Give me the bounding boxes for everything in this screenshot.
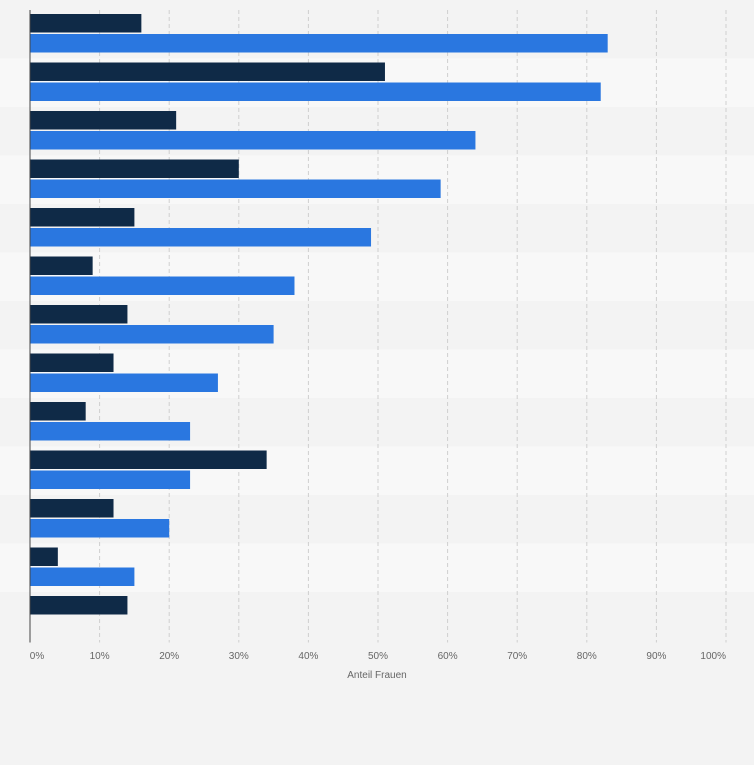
bar (30, 567, 135, 586)
bar (30, 422, 191, 441)
bar (30, 276, 295, 295)
x-tick-labels: 0% 10% 20% 30% 40% 50% 60% 70% 80% 90% 100% (30, 651, 726, 662)
bar (30, 82, 601, 101)
x-tick-label: 20% (159, 651, 179, 662)
bar (30, 14, 142, 33)
bar (30, 596, 128, 615)
x-tick-label: 70% (507, 651, 527, 662)
x-axis-label: Anteil Frauen (347, 670, 406, 681)
bar (30, 159, 239, 178)
bar (30, 34, 608, 53)
bar (30, 179, 441, 198)
bar (30, 499, 114, 518)
x-tick-label: 90% (646, 651, 666, 662)
bar (30, 256, 93, 275)
bar (30, 208, 135, 227)
bar (30, 131, 476, 150)
bar (30, 325, 274, 344)
x-tick-label: 10% (90, 651, 110, 662)
bar (30, 62, 385, 81)
bar (30, 402, 86, 421)
bar (30, 305, 128, 324)
bar (30, 353, 114, 372)
bar (30, 519, 170, 538)
bar (30, 450, 267, 469)
bar (30, 547, 58, 566)
bar (30, 228, 372, 247)
x-tick-label: 50% (368, 651, 388, 662)
x-tick-label: 100% (700, 651, 726, 662)
x-tick-label: 0% (30, 651, 45, 662)
bars (30, 14, 608, 615)
x-tick-label: 60% (438, 651, 458, 662)
x-tick-label: 30% (229, 651, 249, 662)
bar (30, 470, 191, 489)
bar (30, 373, 218, 392)
x-tick-label: 80% (577, 651, 597, 662)
x-tick-label: 40% (298, 651, 318, 662)
bar (30, 111, 177, 130)
